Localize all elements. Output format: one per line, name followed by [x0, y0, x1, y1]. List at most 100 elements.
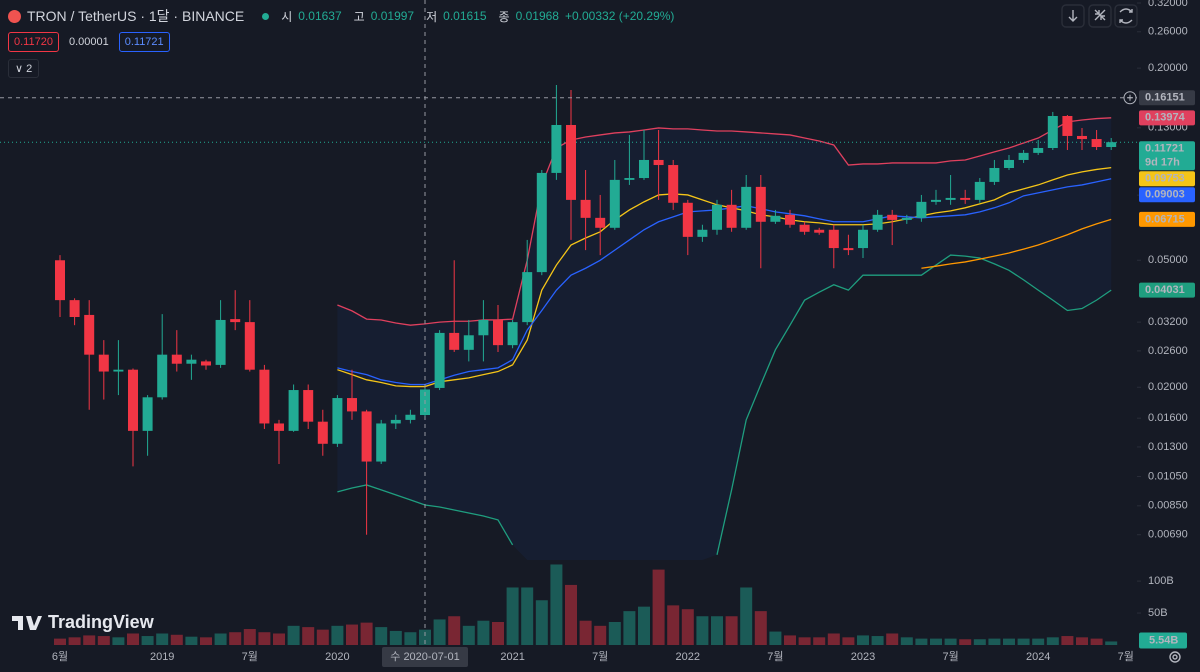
price-label: 0.13974 — [1145, 112, 1186, 124]
volume-bar — [784, 635, 796, 645]
candle-body — [697, 229, 708, 237]
volume-bar — [243, 629, 256, 645]
candle-body — [1106, 142, 1117, 148]
x-tick-label: 7월 — [242, 650, 258, 663]
sell-price[interactable]: 0.11720 — [8, 32, 59, 52]
candle-body — [259, 369, 270, 424]
btn-down[interactable] — [1061, 4, 1085, 28]
candle-body — [201, 361, 211, 366]
volume-bar — [959, 639, 972, 645]
volume-bar — [404, 632, 417, 645]
volume-bar — [302, 627, 315, 645]
price-label-bg — [1139, 187, 1195, 203]
volume-bar — [360, 622, 373, 645]
candle-body — [653, 159, 664, 166]
symbol-logo — [8, 9, 21, 23]
volume-bar — [973, 639, 986, 645]
crosshair-date: 수 2020-07-01 — [390, 650, 459, 663]
candle-body — [493, 319, 503, 346]
candle-body — [449, 332, 460, 350]
volume-bar — [871, 636, 884, 645]
candle-body — [945, 197, 956, 200]
x-tick-label: 7월 — [592, 650, 608, 663]
candle-body — [98, 354, 109, 372]
candle-body — [960, 197, 971, 200]
price-label: 0.11721 — [1145, 143, 1184, 155]
candle-body — [1018, 152, 1029, 160]
symbol-title[interactable]: TRON / TetherUS · 1달 · BINANCE — [27, 8, 245, 24]
volume-bar — [1017, 638, 1030, 645]
candle-body — [974, 181, 985, 200]
candle-body — [274, 423, 284, 431]
volume-bar — [375, 627, 388, 645]
candle-body — [361, 411, 372, 462]
btn-fullscreen[interactable] — [1114, 4, 1138, 28]
toolbar[interactable] — [1061, 4, 1181, 663]
candle-body — [916, 201, 927, 218]
buy-price[interactable]: 0.11721 — [118, 32, 170, 52]
x-tick-label: 7월 — [1118, 650, 1134, 663]
candle-body — [566, 124, 576, 200]
add-alert[interactable] — [1123, 91, 1137, 105]
volume-bar — [827, 633, 840, 645]
price-label-bg — [1139, 282, 1195, 298]
icon-settings-core — [1172, 654, 1178, 660]
candle-body — [712, 204, 722, 230]
candle-body — [522, 272, 533, 323]
candle-body — [347, 398, 357, 412]
price-label-bg — [1139, 211, 1195, 227]
y-tick-label: 0.05000 — [1148, 254, 1188, 266]
price-label-layer: 0.16151 0.13974 0.11721 9d 17h 0.09753 0.0900… — [1139, 90, 1195, 649]
price-label: 0.09003 — [1145, 189, 1185, 201]
volume-bar — [740, 587, 753, 645]
volume-bar — [842, 637, 855, 645]
legend-header: TRON / TetherUS · 1달 · BINANCE 시 0.01637 … — [8, 6, 674, 26]
volume-bar — [754, 611, 767, 645]
btn-collapse[interactable] — [1088, 4, 1112, 28]
candle-body — [390, 419, 401, 424]
volume-layer — [54, 564, 1118, 645]
volume-bar — [214, 633, 227, 645]
y-tick-label: 0.01050 — [1148, 470, 1188, 482]
volume-bar — [1046, 637, 1059, 645]
brand-logo — [12, 615, 42, 630]
candle-body — [799, 224, 810, 232]
crosshair-layer: 수 2020-07-01 — [0, 0, 1137, 667]
indicator-line — [921, 218, 1112, 269]
price-label-bg — [1139, 141, 1195, 171]
volume-label-bg — [1139, 632, 1187, 649]
volume-bar — [229, 632, 242, 645]
y-tick-label: 0.20000 — [1148, 62, 1188, 74]
candle-body — [682, 202, 693, 237]
candle-body — [463, 335, 474, 350]
volume-bar — [652, 569, 665, 645]
indicator-line — [337, 167, 1112, 388]
y-tick-label: 0.01600 — [1148, 412, 1188, 424]
volume-tick-label: 100B — [1148, 575, 1174, 587]
indicator-line — [337, 117, 1112, 326]
candle-body — [755, 186, 766, 222]
volume-bar — [287, 625, 300, 645]
candle-body — [580, 199, 591, 218]
indicator-toggle[interactable]: ∨ 2 — [8, 59, 40, 78]
candle-body — [785, 214, 795, 225]
volume-bar — [477, 620, 490, 645]
price-label: 9d 17h — [1145, 157, 1180, 169]
candle-body — [989, 167, 1000, 182]
candle-body — [69, 300, 80, 318]
volume-bar — [170, 634, 183, 645]
volume-bar — [389, 630, 402, 645]
volume-bar — [448, 616, 461, 645]
y-tick-label: 0.03200 — [1148, 316, 1188, 328]
candle-body — [624, 178, 635, 180]
volume-bar — [930, 638, 942, 645]
x-tick-label: 2019 — [150, 651, 174, 663]
candle-body — [901, 217, 912, 220]
volume-bar — [623, 611, 636, 645]
ohlc-key: 고 — [353, 9, 365, 24]
candle-body — [332, 398, 343, 444]
candle-body — [1033, 147, 1044, 153]
icon-settings[interactable] — [1169, 651, 1181, 663]
